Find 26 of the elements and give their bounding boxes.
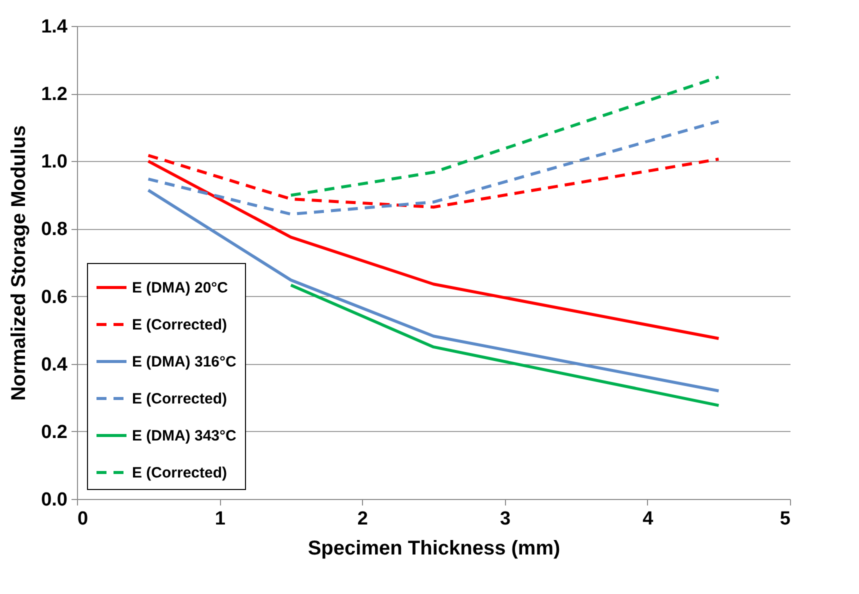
legend-label: E (Corrected) bbox=[132, 390, 228, 408]
y-tick-label: 1.0 bbox=[41, 152, 68, 173]
line-series bbox=[146, 160, 720, 340]
y-tick-label: 1.4 bbox=[41, 16, 68, 38]
line-series bbox=[146, 188, 720, 392]
y-tick-label: 0.2 bbox=[41, 422, 68, 443]
y-tick-label: 0.4 bbox=[41, 354, 68, 376]
legend-label: E (DMA) 20°C bbox=[132, 280, 228, 296]
legend-label: E (DMA) 343°C bbox=[132, 428, 237, 444]
y-tick-label: 0.8 bbox=[41, 219, 68, 240]
x-tick-label: 4 bbox=[642, 508, 654, 530]
y-axis-title: Normalized Storage Modulus bbox=[8, 125, 30, 401]
line-series bbox=[146, 120, 720, 216]
x-tick-label: 5 bbox=[780, 508, 791, 530]
y-tick-label: 0.6 bbox=[41, 286, 68, 308]
legend-label: E (DMA) 316°C bbox=[132, 354, 237, 370]
x-tick-label: 1 bbox=[214, 508, 226, 530]
line-series bbox=[146, 154, 720, 209]
x-axis-title: Specimen Thickness (mm) bbox=[308, 538, 560, 560]
x-tick-label: 0 bbox=[78, 508, 88, 530]
legend-label: E (Corrected) bbox=[132, 464, 228, 482]
y-tick-label: 0.0 bbox=[41, 490, 68, 510]
x-tick-label: 2 bbox=[357, 508, 368, 530]
x-tick-label: 3 bbox=[500, 508, 511, 530]
legend-label: E (Corrected) bbox=[132, 316, 228, 334]
y-tick-label: 1.2 bbox=[41, 84, 68, 106]
